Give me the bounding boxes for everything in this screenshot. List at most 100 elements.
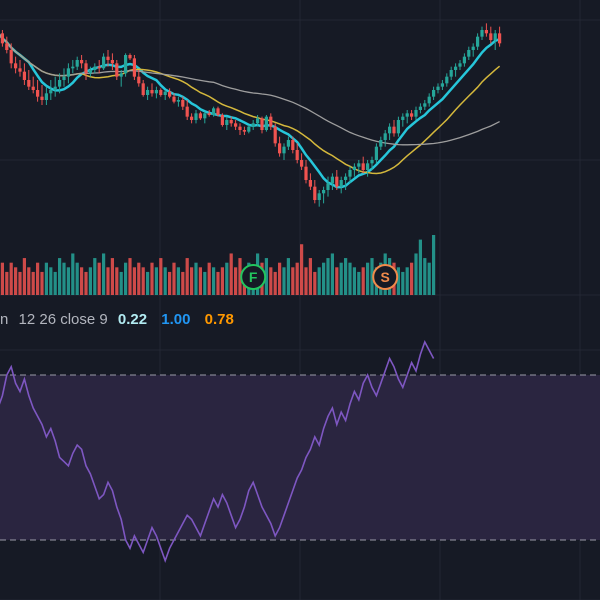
volume-bar [352,267,356,295]
candle-body [295,150,299,160]
volume-bar [212,267,216,295]
volume-bar [357,271,361,295]
volume-bar [14,267,18,295]
candle-body [22,71,26,80]
candle-body [339,180,343,187]
candle-body [163,91,167,95]
candle-body [53,86,57,90]
volume-bar [124,262,128,295]
volume-bar [414,253,418,295]
volume-bar [71,253,75,295]
candle-body [62,76,66,80]
candle-body [370,160,374,164]
volume-bar [163,267,167,295]
candle-body [476,36,480,47]
candle-body [348,170,352,177]
volume-bar [102,253,106,295]
volume-bar [40,271,44,295]
volume-bar [286,258,290,295]
legend-value-histogram: 0.78 [204,311,234,328]
candle-body [247,126,251,132]
volume-bar [110,258,114,295]
price-pane[interactable] [0,20,502,207]
candle-body [326,183,330,190]
candle-body [0,33,5,44]
candle-body [203,113,207,119]
candle-body [313,186,317,200]
volume-bar [405,267,409,295]
volume-bar [317,267,321,295]
volume-bar [22,258,26,295]
candle-body [436,86,440,90]
candle-body [352,166,356,170]
candle-body [102,56,106,69]
candle-body [440,83,444,87]
candle-body [427,96,431,104]
candle-body [300,160,304,167]
candle-body [119,73,123,77]
volume-bar [36,262,40,295]
candle-body [471,46,475,50]
candle-body [484,30,488,34]
candle-body [410,113,414,117]
signal-marker-label-S: S [381,269,390,285]
volume-bar [291,267,295,295]
rsi-band-fill [0,375,600,540]
rsi-pane[interactable] [0,340,600,563]
candle-body [418,106,422,110]
volume-bar [181,271,185,295]
candle-body [304,166,308,180]
candle-body [462,56,466,64]
candle-body [115,63,119,77]
candle-body [194,113,198,120]
candle-body [498,33,502,44]
candle-body [388,126,392,134]
candle-body [137,76,141,84]
candle-body [49,90,53,94]
candle-body [190,116,194,120]
candle-body [366,163,370,170]
volume-bar [190,267,194,295]
volume-bar [159,258,163,295]
volume-bar [401,271,405,295]
volume-bar [198,267,202,295]
candle-body [132,58,136,77]
candle-body [273,126,277,144]
candle-body [71,66,75,69]
volume-bar [344,258,348,295]
volume-bar [326,258,330,295]
volume-bar [31,271,35,295]
candle-body [150,90,154,94]
volume-bar [348,262,352,295]
volume-bar [216,271,220,295]
candle-body [405,113,409,117]
volume-bar [220,267,224,295]
volume-bar [410,262,414,295]
volume-bar [5,271,9,295]
volume-bar [269,267,273,295]
candle-body [146,90,150,95]
volume-bar [300,244,304,295]
candle-body [75,60,79,67]
candle-body [489,33,493,40]
rsi-line [0,340,435,563]
candle-body [27,80,31,87]
volume-bar [44,262,48,295]
volume-bar [418,239,422,295]
candle-body [278,143,282,154]
volume-bar [0,262,5,295]
volume-bar [322,262,326,295]
volume-bar [84,271,88,295]
candle-body [251,123,255,127]
volume-bar [273,271,277,295]
candle-body [225,120,229,125]
candle-body [242,130,246,132]
volume-bar [62,262,66,295]
volume-bar [119,271,123,295]
candle-body [154,90,158,94]
candle-body [141,83,145,95]
candle-body [88,70,92,74]
volume-bar [53,271,57,295]
